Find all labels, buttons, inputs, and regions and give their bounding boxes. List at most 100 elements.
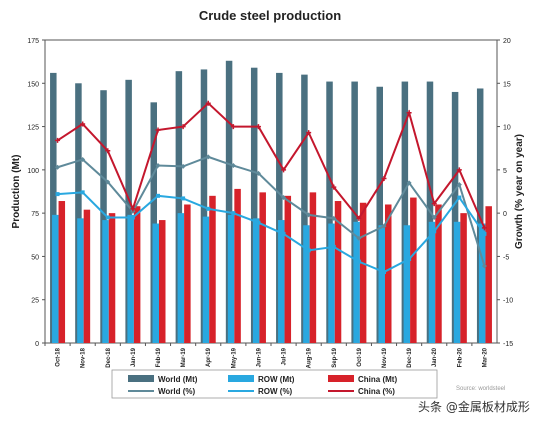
point-china-pct — [381, 176, 387, 182]
point-row-pct — [457, 195, 462, 200]
point-china-pct — [481, 225, 487, 231]
point-china-pct — [456, 167, 462, 173]
point-world-pct — [356, 235, 362, 241]
bar-china — [435, 204, 442, 343]
y-tick-label: 125 — [27, 125, 39, 132]
legend-label: ROW (%) — [258, 387, 293, 396]
bar-china — [485, 206, 492, 343]
legend-swatch-world — [128, 375, 154, 382]
bar-china — [209, 195, 216, 343]
bar-china — [259, 192, 266, 343]
x-tick-label: Apr-19 — [206, 347, 212, 367]
bar-china — [410, 197, 417, 343]
bar-china — [234, 188, 241, 343]
point-world-pct — [105, 179, 111, 185]
x-tick-label: May-19 — [231, 347, 237, 368]
bar-world — [125, 79, 132, 343]
y-tick-label: 50 — [31, 254, 39, 261]
bar-world — [301, 74, 308, 343]
point-row-pct — [256, 220, 261, 225]
bar-row — [453, 221, 461, 343]
legend-label: ROW (Mt) — [258, 375, 295, 384]
bar-row — [353, 221, 360, 343]
x-tick-label: Jul-19 — [282, 347, 288, 365]
legend-swatch-china — [328, 375, 354, 382]
point-row-pct — [231, 211, 236, 216]
watermark-text: 头条 @金属板材成形 — [418, 400, 530, 414]
point-row-pct — [382, 270, 386, 275]
bar-world — [150, 102, 157, 344]
legend-label: China (%) — [358, 387, 395, 396]
y2-tick-label: 0 — [503, 211, 507, 218]
y-tick-label: 150 — [27, 81, 39, 88]
bar-china — [159, 220, 166, 343]
point-china-pct — [55, 137, 61, 143]
y2-tick-label: -5 — [503, 254, 509, 261]
bar-row — [202, 216, 210, 343]
bar-row — [127, 214, 134, 343]
bar-china — [460, 213, 467, 343]
point-china-pct — [255, 124, 261, 130]
y2-tick-label: 20 — [503, 38, 511, 45]
y-axis-title: Production (Mt) — [11, 155, 22, 229]
y2-tick-label: -15 — [503, 341, 513, 348]
point-china-pct — [356, 215, 362, 221]
x-tick-label: Feb-19 — [156, 347, 162, 367]
line-world-pct — [57, 155, 486, 267]
point-world-pct — [230, 163, 236, 169]
bar-row — [278, 220, 285, 343]
point-china-pct — [130, 206, 136, 212]
point-row-pct — [181, 196, 186, 201]
bar-row — [77, 218, 84, 343]
point-china-pct — [205, 100, 211, 106]
chart-title: Crude steel production — [198, 8, 342, 23]
legend-box — [111, 369, 438, 399]
point-world-pct — [406, 180, 412, 186]
point-row-pct — [407, 257, 412, 262]
y-tick-label: 0 — [35, 341, 39, 348]
point-world-pct — [205, 154, 211, 160]
bar-world — [75, 83, 82, 344]
bar-world — [175, 71, 183, 343]
bar-row — [428, 221, 436, 343]
point-row-pct — [130, 215, 135, 220]
legend-label: World (%) — [158, 387, 196, 396]
x-tick-label: Nov-19 — [382, 347, 388, 368]
bar-world — [100, 90, 107, 343]
bar-china — [284, 195, 292, 343]
bar-china — [108, 213, 116, 343]
bar-row — [52, 214, 59, 343]
x-tick-label: Jan-20 — [432, 347, 438, 367]
point-world-pct — [180, 163, 186, 169]
point-china-pct — [406, 110, 412, 116]
y2-tick-label: 15 — [503, 81, 511, 88]
y2-tick-label: 5 — [503, 168, 507, 175]
point-world-pct — [431, 214, 437, 220]
bar-row — [478, 223, 486, 343]
x-tick-label: Mar-20 — [482, 347, 488, 367]
x-tick-label: Aug-19 — [307, 347, 313, 368]
y-tick-label: 75 — [31, 211, 39, 218]
x-tick-label: Jan-19 — [131, 347, 137, 367]
bar-row — [152, 223, 159, 343]
bar-china — [359, 202, 367, 343]
point-row-pct — [55, 192, 60, 197]
bar-row — [328, 223, 335, 343]
point-row-pct — [105, 215, 110, 220]
legend-swatch-row — [228, 375, 254, 382]
x-tick-label: Nov-18 — [81, 347, 87, 368]
point-china-pct — [431, 201, 437, 207]
bar-world — [401, 81, 409, 343]
bar-china — [58, 201, 66, 343]
legend-label: China (Mt) — [358, 375, 397, 384]
point-world-pct — [281, 195, 287, 201]
bar-china — [133, 206, 141, 343]
point-row-pct — [206, 206, 211, 211]
point-row-pct — [306, 248, 311, 253]
plot-area — [44, 39, 498, 344]
point-row-pct — [356, 259, 361, 264]
point-world-pct — [481, 263, 487, 269]
x-tick-label: Dec-18 — [106, 347, 112, 367]
point-row-pct — [281, 231, 286, 236]
